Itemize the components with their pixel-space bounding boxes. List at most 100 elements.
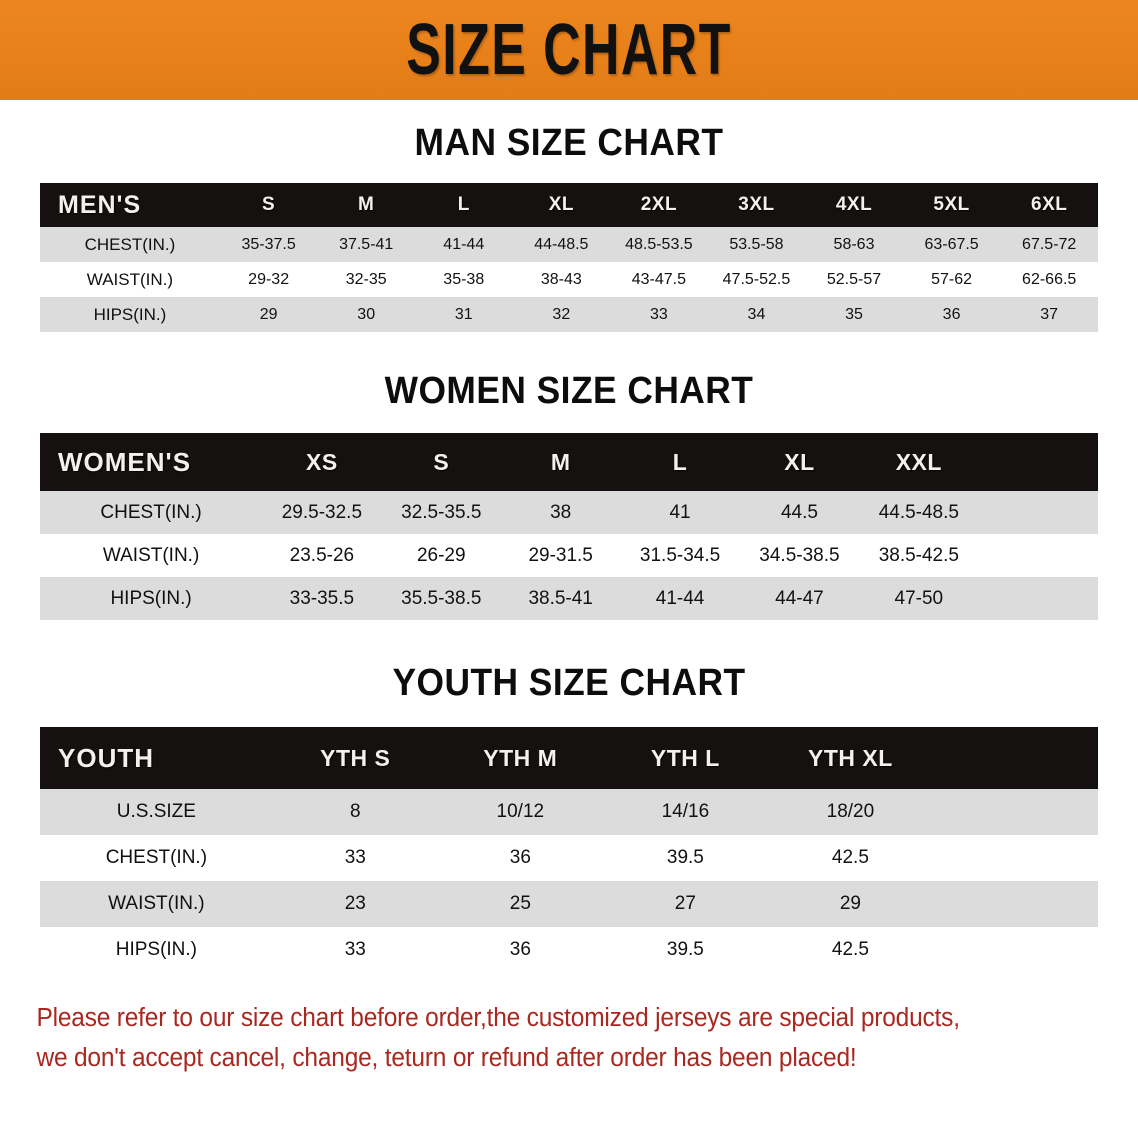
youth-row-label: CHEST(IN.) bbox=[40, 835, 273, 881]
man-cell: 32 bbox=[512, 297, 611, 332]
women-cell bbox=[978, 534, 1098, 577]
man-cell: 41-44 bbox=[414, 227, 513, 262]
man-table-wrap: MEN'S S M L XL 2XL 3XL 4XL 5XL 6XL CHEST(IN.) 35-… bbox=[0, 183, 1138, 332]
women-cell: 44.5 bbox=[739, 491, 860, 534]
youth-cell: 42.5 bbox=[767, 927, 933, 973]
youth-column-header: YTH L bbox=[602, 727, 768, 789]
man-table-body: CHEST(IN.) 35-37.5 37.5-41 41-44 44-48.5 48.5… bbox=[40, 227, 1098, 332]
youth-cell: 36 bbox=[437, 927, 603, 973]
youth-cell bbox=[932, 881, 1098, 927]
youth-cell: 33 bbox=[272, 927, 438, 973]
women-cell: 35.5-38.5 bbox=[381, 577, 501, 620]
women-cell: 32.5-35.5 bbox=[381, 491, 501, 534]
man-row-label: WAIST(IN.) bbox=[40, 262, 220, 297]
man-header-row: MEN'S S M L XL 2XL 3XL 4XL 5XL 6XL bbox=[40, 183, 1098, 227]
youth-cell: 33 bbox=[272, 835, 438, 881]
man-row-label: HIPS(IN.) bbox=[40, 297, 220, 332]
man-cell: 36 bbox=[902, 297, 1001, 332]
youth-row-label: HIPS(IN.) bbox=[40, 927, 273, 973]
table-row: WAIST(IN.) 23.5-26 26-29 29-31.5 31.5-34.5 34… bbox=[40, 534, 1098, 577]
women-column-header: L bbox=[620, 433, 740, 491]
man-column-header: 5XL bbox=[902, 183, 1001, 227]
women-cell: 44-47 bbox=[739, 577, 860, 620]
man-cell: 48.5-53.5 bbox=[610, 227, 708, 262]
man-cell: 47.5-52.5 bbox=[707, 262, 806, 297]
man-cell: 53.5-58 bbox=[707, 227, 806, 262]
youth-cell bbox=[932, 835, 1098, 881]
women-cell: 34.5-38.5 bbox=[739, 534, 860, 577]
table-row: CHEST(IN.) 29.5-32.5 32.5-35.5 38 41 44.5 44.5… bbox=[40, 491, 1098, 534]
youth-cell: 42.5 bbox=[767, 835, 933, 881]
women-column-header: XS bbox=[262, 433, 382, 491]
youth-cell: 25 bbox=[437, 881, 603, 927]
women-table-header: WOMEN'S XS S M L XL XXL bbox=[40, 433, 1098, 491]
women-column-header: XL bbox=[739, 433, 860, 491]
man-column-header: 2XL bbox=[610, 183, 708, 227]
women-cell: 23.5-26 bbox=[262, 534, 382, 577]
women-table-body: CHEST(IN.) 29.5-32.5 32.5-35.5 38 41 44.5 44.5… bbox=[40, 491, 1098, 620]
man-cell: 43-47.5 bbox=[610, 262, 708, 297]
youth-column-header: YTH XL bbox=[767, 727, 933, 789]
man-cell: 52.5-57 bbox=[805, 262, 903, 297]
youth-column-header: YTH S bbox=[272, 727, 438, 789]
youth-table-body: U.S.SIZE 8 10/12 14/16 18/20 CHEST(IN.) 33 36 39… bbox=[40, 789, 1098, 973]
man-column-header: 4XL bbox=[805, 183, 903, 227]
man-cell: 29 bbox=[219, 297, 318, 332]
man-cell: 35-37.5 bbox=[219, 227, 318, 262]
table-row: U.S.SIZE 8 10/12 14/16 18/20 bbox=[40, 789, 1098, 835]
women-cell bbox=[978, 577, 1098, 620]
man-cell: 35-38 bbox=[414, 262, 513, 297]
women-row-label-header: WOMEN'S bbox=[40, 433, 263, 491]
man-cell: 63-67.5 bbox=[902, 227, 1001, 262]
youth-cell: 27 bbox=[602, 881, 768, 927]
disclaimer-line-1: Please refer to our size chart before or… bbox=[36, 1004, 960, 1032]
women-row-label: WAIST(IN.) bbox=[40, 534, 263, 577]
youth-column-header: YTH M bbox=[437, 727, 603, 789]
table-row: WAIST(IN.) 23 25 27 29 bbox=[40, 881, 1098, 927]
women-cell: 38 bbox=[500, 491, 621, 534]
man-cell: 62-66.5 bbox=[1000, 262, 1098, 297]
youth-cell: 23 bbox=[272, 881, 438, 927]
youth-cell: 39.5 bbox=[602, 927, 768, 973]
women-cell: 41 bbox=[620, 491, 740, 534]
women-column-header bbox=[978, 433, 1098, 491]
man-size-table: MEN'S S M L XL 2XL 3XL 4XL 5XL 6XL CHEST(IN.) 35-… bbox=[40, 183, 1098, 332]
man-row-label: CHEST(IN.) bbox=[40, 227, 220, 262]
youth-cell: 18/20 bbox=[767, 789, 933, 835]
man-section-heading: MAN SIZE CHART bbox=[414, 122, 724, 164]
youth-cell: 8 bbox=[272, 789, 438, 835]
man-cell: 37.5-41 bbox=[317, 227, 415, 262]
man-cell: 29-32 bbox=[219, 262, 318, 297]
youth-table-header: YOUTH YTH S YTH M YTH L YTH XL bbox=[40, 727, 1098, 789]
women-table-wrap: WOMEN'S XS S M L XL XXL CHEST(IN.) 29.5-32.5 32… bbox=[0, 433, 1138, 620]
man-column-header: 3XL bbox=[707, 183, 806, 227]
man-row-label-header: MEN'S bbox=[40, 183, 220, 227]
table-row: CHEST(IN.) 33 36 39.5 42.5 bbox=[40, 835, 1098, 881]
man-cell: 38-43 bbox=[512, 262, 611, 297]
women-cell: 33-35.5 bbox=[262, 577, 382, 620]
disclaimer: Please refer to our size chart before or… bbox=[0, 999, 1092, 1078]
youth-row-label: U.S.SIZE bbox=[40, 789, 273, 835]
youth-cell: 10/12 bbox=[437, 789, 603, 835]
man-cell: 57-62 bbox=[902, 262, 1001, 297]
women-cell: 31.5-34.5 bbox=[620, 534, 740, 577]
women-cell: 41-44 bbox=[620, 577, 740, 620]
women-cell: 26-29 bbox=[381, 534, 501, 577]
table-row: HIPS(IN.) 33 36 39.5 42.5 bbox=[40, 927, 1098, 973]
youth-cell: 29 bbox=[767, 881, 933, 927]
youth-header-row: YOUTH YTH S YTH M YTH L YTH XL bbox=[40, 727, 1098, 789]
youth-row-label-header: YOUTH bbox=[40, 727, 273, 789]
women-cell: 29.5-32.5 bbox=[262, 491, 382, 534]
man-cell: 58-63 bbox=[805, 227, 903, 262]
women-cell: 44.5-48.5 bbox=[859, 491, 979, 534]
women-cell bbox=[978, 491, 1098, 534]
youth-cell: 36 bbox=[437, 835, 603, 881]
youth-cell: 39.5 bbox=[602, 835, 768, 881]
women-header-row: WOMEN'S XS S M L XL XXL bbox=[40, 433, 1098, 491]
youth-row-label: WAIST(IN.) bbox=[40, 881, 273, 927]
youth-cell bbox=[932, 789, 1098, 835]
man-cell: 44-48.5 bbox=[512, 227, 611, 262]
women-column-header: M bbox=[500, 433, 621, 491]
women-column-header: S bbox=[381, 433, 501, 491]
women-cell: 47-50 bbox=[859, 577, 979, 620]
